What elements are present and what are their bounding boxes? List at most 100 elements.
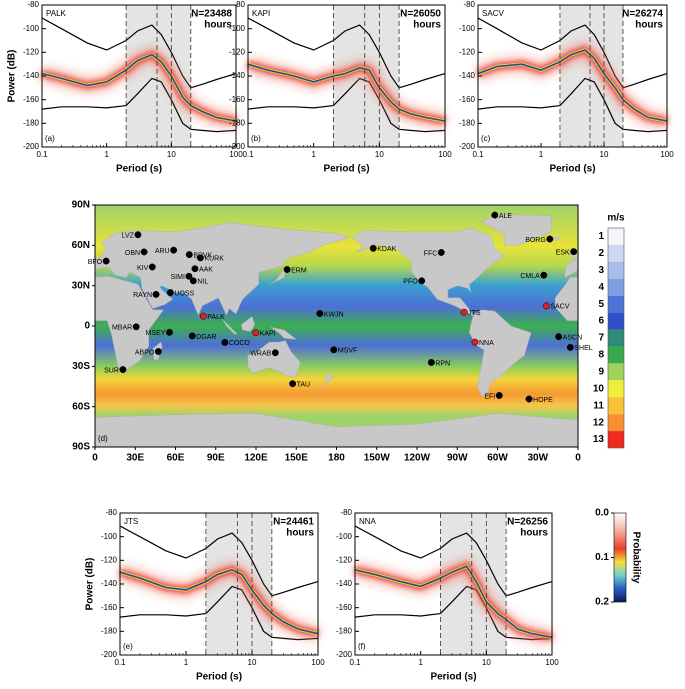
station bbox=[437, 249, 445, 256]
station bbox=[570, 248, 578, 256]
station bbox=[199, 312, 207, 320]
panel-label: (a) bbox=[45, 134, 55, 143]
plot-content bbox=[117, 525, 320, 642]
station-label: RAYN bbox=[133, 292, 152, 299]
x-tick-label: 100 bbox=[660, 150, 674, 159]
station bbox=[197, 254, 204, 262]
y-tick-label: 0 bbox=[84, 321, 90, 332]
x-axis-label: Period (s) bbox=[430, 672, 476, 683]
station-label: ALE bbox=[499, 213, 513, 220]
continent bbox=[0, 214, 68, 245]
station-label: ERM bbox=[291, 267, 307, 274]
panel-title: NNA bbox=[359, 517, 377, 526]
colorbar-tick-label: 13 bbox=[593, 434, 605, 445]
station bbox=[316, 310, 324, 317]
y-tick-label: -120 bbox=[459, 47, 476, 56]
sample-unit: hours bbox=[204, 20, 232, 31]
colorbar-tick-label: 10 bbox=[593, 383, 605, 394]
x-tick-label: 100 bbox=[311, 658, 325, 667]
y-tick-label: -160 bbox=[23, 95, 40, 104]
y-tick-label: -80 bbox=[27, 0, 39, 9]
station-label: MSEY bbox=[146, 330, 166, 337]
panel-label: (b) bbox=[251, 134, 261, 143]
station-label: OBN bbox=[125, 250, 140, 257]
station-label: FFC bbox=[424, 250, 438, 257]
colorbar-tick-label: 0.1 bbox=[595, 552, 609, 563]
station-label: ASCN bbox=[563, 334, 582, 341]
station-label: KURK bbox=[204, 256, 224, 263]
continent bbox=[636, 342, 645, 360]
station-label: HOPE bbox=[533, 397, 553, 404]
station bbox=[418, 277, 426, 285]
x-tick-label: 100 bbox=[229, 150, 243, 159]
y-tick-label: 90S bbox=[72, 442, 90, 453]
x-tick-label: 120W bbox=[404, 453, 431, 464]
y-tick-label: -140 bbox=[336, 579, 353, 588]
probability-colorbar: 0.0 0.1 0.2 Probability bbox=[595, 508, 641, 608]
station bbox=[140, 248, 148, 256]
x-tick-label: 10 bbox=[248, 658, 257, 667]
x-tick-label: 100 bbox=[438, 150, 452, 159]
y-tick-label: -180 bbox=[229, 118, 246, 127]
noise-model bbox=[477, 77, 668, 133]
y-tick-label: -120 bbox=[101, 555, 118, 564]
continent bbox=[95, 222, 351, 316]
y-tick-label: -140 bbox=[101, 579, 118, 588]
station-label: SIMI bbox=[171, 274, 185, 281]
sample-count: N=26050 bbox=[400, 9, 441, 20]
station-label: KDAK bbox=[377, 246, 396, 253]
y-tick-label: -180 bbox=[23, 118, 40, 127]
station bbox=[185, 251, 193, 259]
station-label: NNA bbox=[479, 340, 494, 347]
y-tick-label: -100 bbox=[459, 24, 476, 33]
colorbar-swatch bbox=[608, 431, 624, 448]
station-label: MBAR bbox=[112, 325, 132, 332]
y-tick-label: 30S bbox=[72, 361, 90, 372]
y-tick-label: -140 bbox=[229, 71, 246, 80]
plot-content bbox=[475, 17, 669, 133]
colorbar-swatch bbox=[608, 346, 624, 364]
x-tick-label: 150E bbox=[285, 453, 309, 464]
station-label: COCO bbox=[229, 340, 251, 347]
y-tick-label: -140 bbox=[23, 71, 40, 80]
colorbar-tick-label: 2 bbox=[598, 248, 604, 259]
station bbox=[427, 358, 435, 366]
x-axis-label: Period (s) bbox=[323, 164, 369, 175]
x-tick-label: 1 bbox=[311, 150, 316, 159]
continent bbox=[554, 276, 578, 321]
sample-unit: hours bbox=[520, 528, 548, 539]
station-label: PALK bbox=[207, 314, 225, 321]
station bbox=[119, 366, 127, 374]
y-tick-label: -80 bbox=[105, 508, 117, 517]
station-label: PFO bbox=[403, 279, 418, 286]
x-tick-label: 180 bbox=[328, 453, 345, 464]
station bbox=[134, 231, 142, 239]
colorbar-swatch bbox=[608, 329, 624, 347]
y-tick-label: -200 bbox=[229, 142, 246, 151]
colorbar-swatch bbox=[608, 414, 624, 432]
x-tick-label: 150W bbox=[364, 453, 391, 464]
x-tick-label: 30W bbox=[527, 453, 548, 464]
continent bbox=[270, 327, 298, 340]
colorbar-tick-label: 0.0 bbox=[595, 508, 609, 519]
station bbox=[170, 246, 178, 254]
y-tick-label: 60N bbox=[72, 240, 90, 251]
y-tick-label: -100 bbox=[23, 24, 40, 33]
sample-unit: hours bbox=[286, 528, 314, 539]
station bbox=[152, 290, 160, 298]
y-tick-label: -120 bbox=[336, 555, 353, 564]
colorbar-tick-label: 0.2 bbox=[595, 597, 609, 608]
station-label: BFO bbox=[88, 259, 103, 266]
colorbar-swatch bbox=[608, 228, 624, 245]
station bbox=[132, 323, 140, 331]
x-tick-label: 0.1 bbox=[349, 658, 361, 667]
continent bbox=[240, 316, 255, 332]
y-tick-label: -80 bbox=[463, 0, 475, 9]
station-label: BORG bbox=[525, 237, 546, 244]
station bbox=[471, 338, 479, 346]
x-tick-label: 1 bbox=[184, 658, 189, 667]
sample-unit: hours bbox=[635, 20, 663, 31]
psd-panel: -200 -180 -160 -140 -120 -100 -80 0.1 1 10 100 KAPI… bbox=[229, 0, 452, 175]
station-label: KAPI bbox=[260, 331, 276, 338]
station bbox=[166, 328, 173, 336]
